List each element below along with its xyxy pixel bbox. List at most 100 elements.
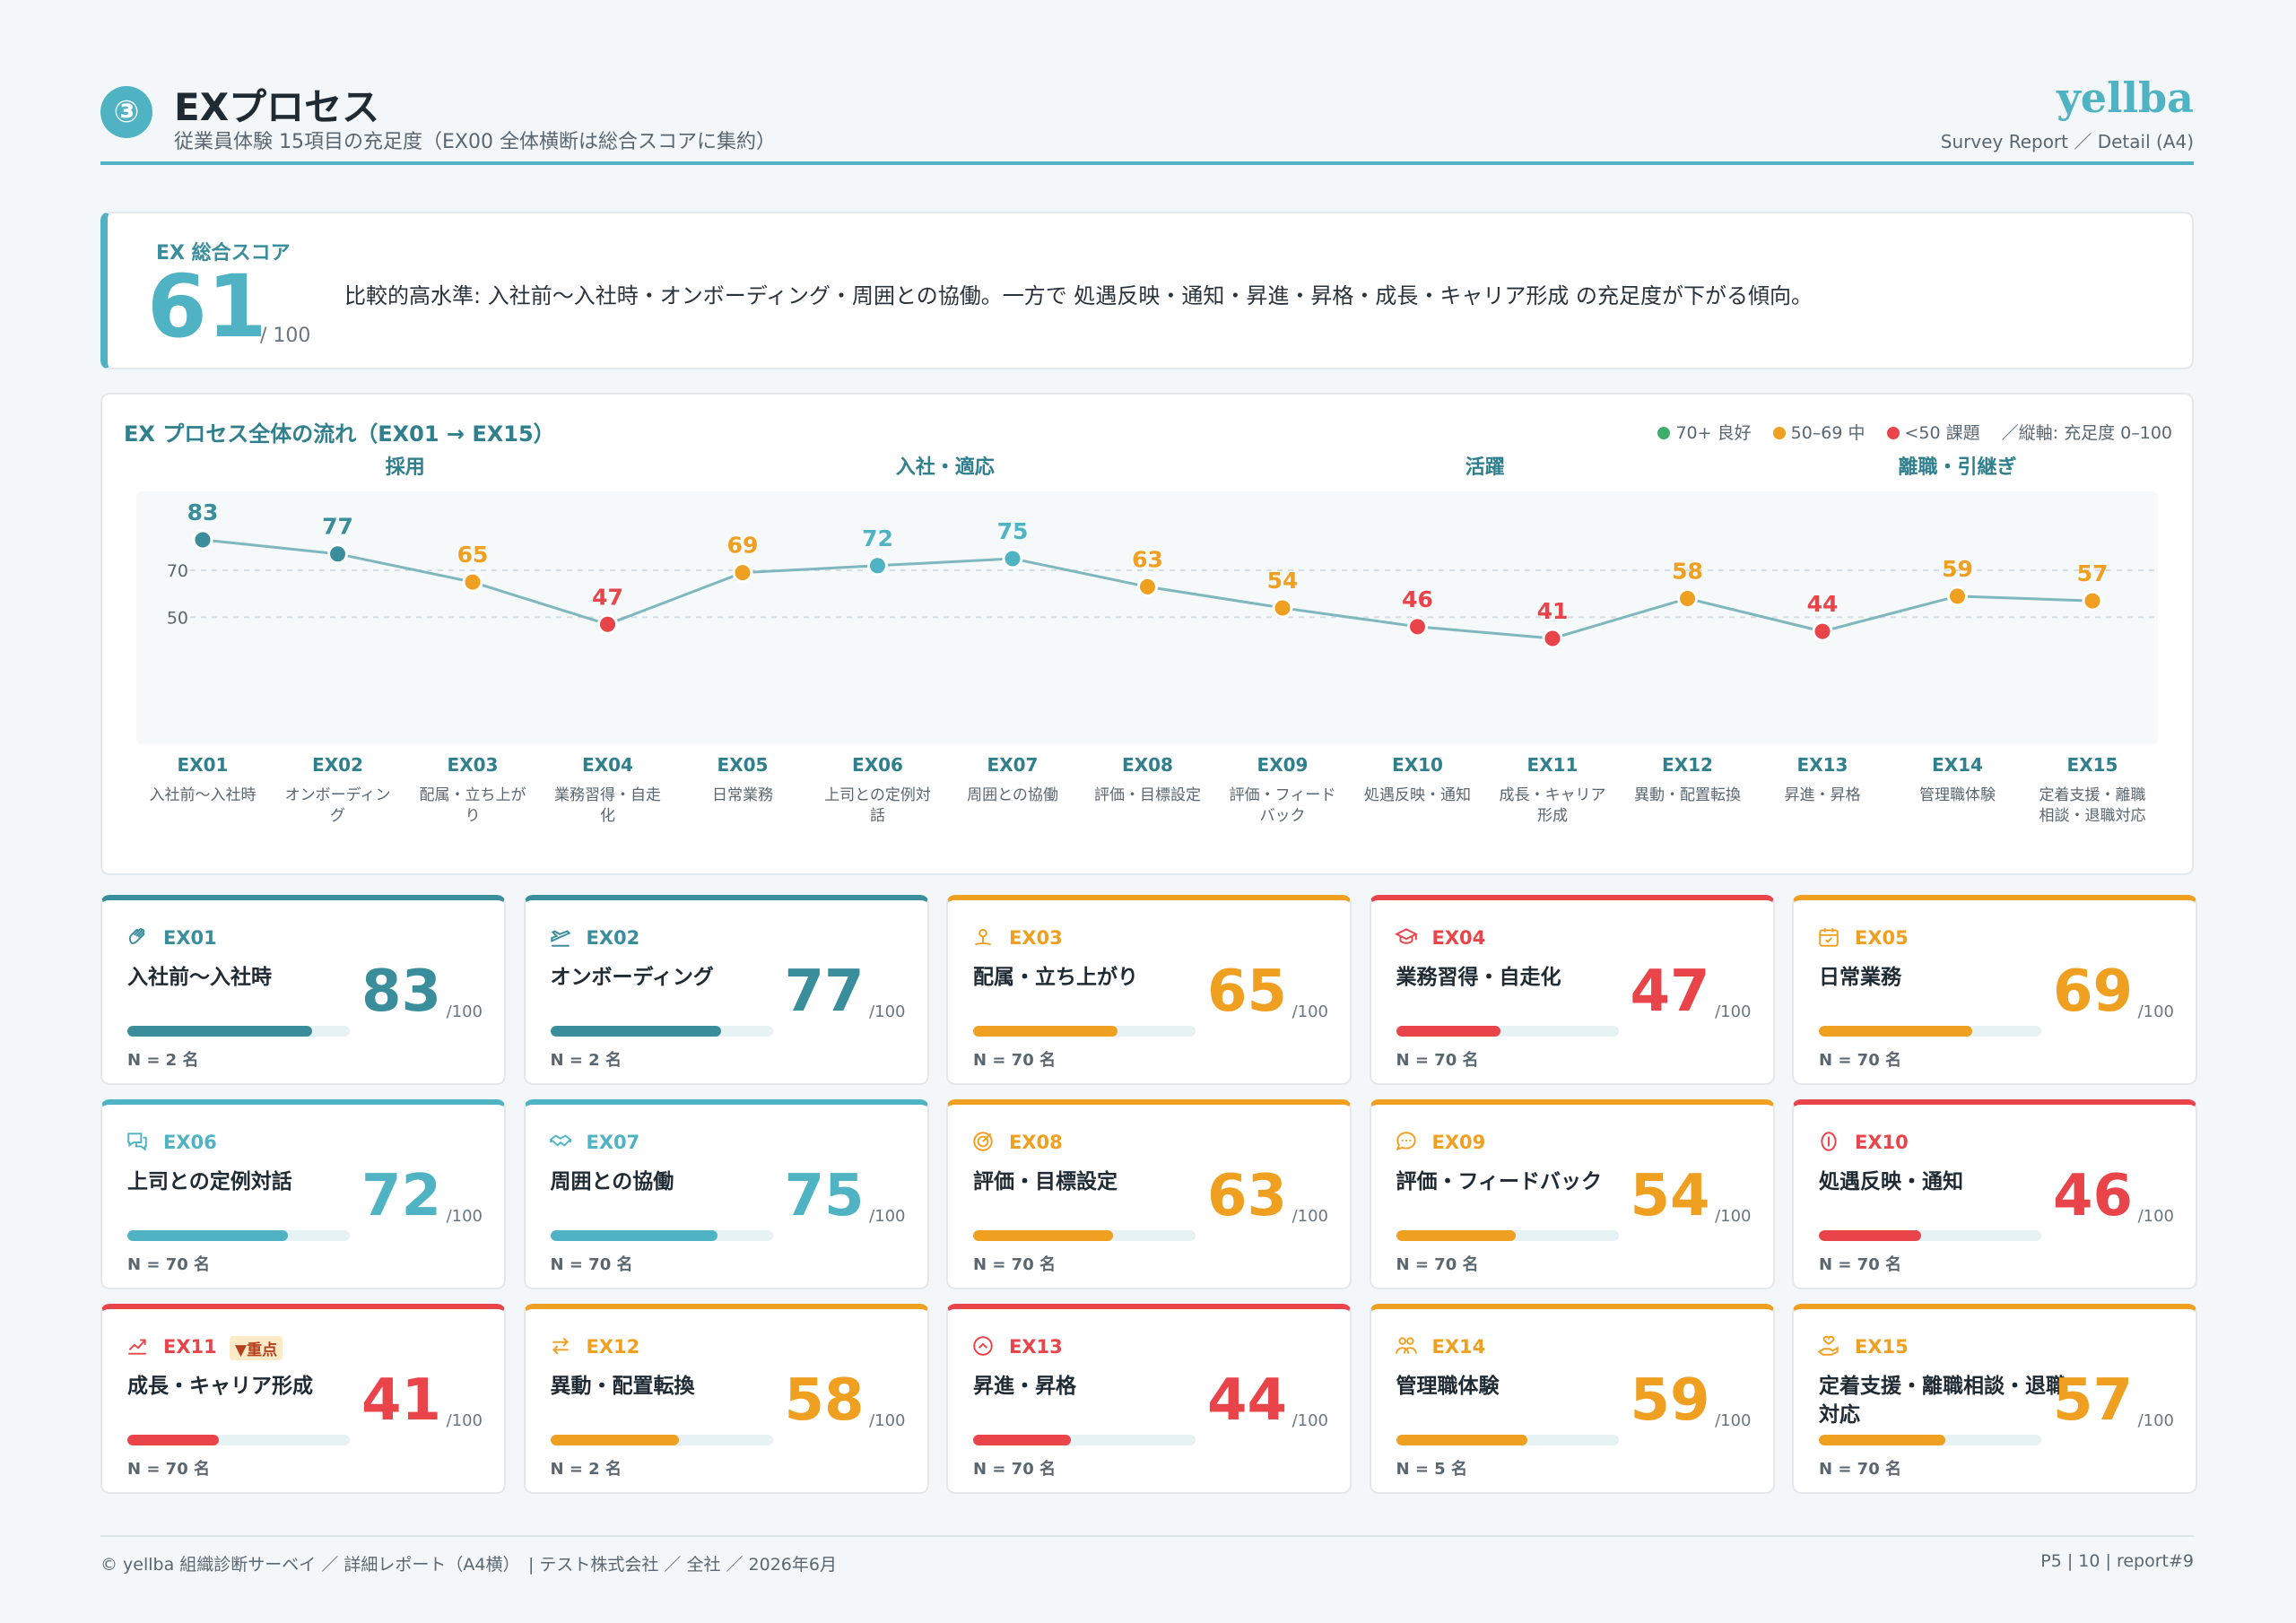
data-label: 57 <box>2077 560 2109 586</box>
card-title: 異動・配置転換 <box>550 1375 695 1398</box>
card-code: EX14 <box>1431 1336 1486 1358</box>
target-icon <box>973 1132 993 1151</box>
overall-score-card: EX 総合スコア 61 / 100 比較的高水準: 入社前〜入社時・オンボーディ… <box>100 212 2194 369</box>
line-chart-svg: 採用 入社・適応 活躍 離職・引継ぎ 70 50 83 77 65 47 69 72 75 63 54 46 4… <box>136 456 2158 825</box>
respondent-count: N = 70 名 <box>1396 1051 1479 1070</box>
score-bar-track <box>973 1435 1196 1445</box>
page-title: EXプロセス <box>174 85 380 129</box>
score-bar-track <box>1819 1026 2041 1037</box>
data-label: 75 <box>997 518 1029 544</box>
y-tick-label: 50 <box>167 608 188 628</box>
x-tick-label: EX10 <box>1392 754 1443 776</box>
card-code: EX05 <box>1855 927 1909 949</box>
ex-card-ex15: EX15 定着支援・離職相談・退職対応 57/100 N = 70 名 <box>1792 1304 2197 1494</box>
legend-good-dot <box>1657 427 1671 439</box>
data-label: 83 <box>187 499 219 525</box>
card-score-max: /100 <box>1715 1207 1752 1226</box>
score-bar-track <box>550 1230 773 1241</box>
score-bar-fill <box>550 1230 718 1241</box>
x-category-name: 成長・キャリア形成 <box>1500 786 1606 825</box>
card-title: オンボーディング <box>550 966 714 989</box>
data-point <box>192 529 213 551</box>
score-bar-track <box>973 1026 1196 1037</box>
overall-score-label: EX 総合スコア <box>156 242 291 265</box>
card-code: EX07 <box>586 1132 640 1153</box>
data-point <box>1272 597 1293 619</box>
card-score-max: /100 <box>869 1002 906 1021</box>
data-point <box>462 571 483 593</box>
respondent-count: N = 70 名 <box>1396 1255 1479 1274</box>
ex-card-ex11: EX11 ▼重点 成長・キャリア形成 41/100 N = 70 名 <box>100 1304 506 1494</box>
score-bar-fill <box>1819 1230 1922 1241</box>
card-title: 日常業務 <box>1819 966 1901 989</box>
card-score-max: /100 <box>1715 1002 1752 1021</box>
x-tick-label: EX08 <box>1122 754 1173 776</box>
card-score: 41 <box>361 1367 441 1434</box>
respondent-count: N = 70 名 <box>127 1460 210 1479</box>
phase-label: 活躍 <box>1465 456 1505 479</box>
card-code: EX02 <box>586 927 640 949</box>
card-title: 評価・目標設定 <box>973 1170 1118 1193</box>
card-score-max: /100 <box>869 1411 906 1430</box>
card-code: EX06 <box>163 1132 217 1153</box>
data-label: 77 <box>322 514 353 540</box>
phase-label: 離職・引継ぎ <box>1898 456 2016 479</box>
score-bar-track <box>1396 1026 1619 1037</box>
arrows-swap-icon <box>552 1337 569 1355</box>
respondent-count: N = 2 名 <box>127 1051 199 1070</box>
data-label: 41 <box>1537 598 1569 624</box>
card-score-max: /100 <box>2137 1002 2174 1021</box>
card-score-max: /100 <box>446 1002 483 1021</box>
card-score-max: /100 <box>1292 1002 1328 1021</box>
data-point <box>1677 587 1698 609</box>
data-label: 44 <box>1807 591 1839 617</box>
graduation-cap-icon <box>1394 928 1418 944</box>
score-bar-track <box>1396 1230 1619 1241</box>
card-title: 上司との定例対話 <box>127 1170 292 1193</box>
card-code: EX09 <box>1431 1132 1486 1153</box>
data-point <box>1137 576 1158 597</box>
process-flow-chart: EX プロセス全体の流れ（EX01 → EX15） 70+ 良好 50–69 中… <box>100 393 2194 875</box>
score-bar-track <box>973 1230 1196 1241</box>
ex-card-ex03: EX03 配属・立ち上がり 65/100 N = 70 名 <box>946 895 1352 1085</box>
data-label: 47 <box>592 584 623 610</box>
x-category-name: 定着支援・離職相談・退職対応 <box>2039 786 2146 825</box>
x-tick-label: EX05 <box>718 754 769 776</box>
legend-bad-dot <box>1886 427 1900 439</box>
x-tick-label: EX13 <box>1797 754 1848 776</box>
card-title: 昇進・昇格 <box>973 1375 1076 1398</box>
card-code: EX12 <box>586 1336 640 1358</box>
score-bar-track <box>550 1026 773 1037</box>
brand-logo: yellba <box>2057 74 2194 122</box>
card-score: 83 <box>361 959 441 1025</box>
respondent-count: N = 70 名 <box>973 1051 1056 1070</box>
x-category-name: 評価・フィードバック <box>1230 786 1336 825</box>
card-score: 63 <box>1206 1163 1287 1229</box>
page-subtitle: 従業員体験 15項目の充足度（EX00 全体横断は総合スコアに集約） <box>174 131 776 153</box>
card-score: 77 <box>784 959 865 1025</box>
respondent-count: N = 2 名 <box>550 1460 622 1479</box>
card-title: 評価・フィードバック <box>1396 1170 1603 1193</box>
data-label: 69 <box>727 533 759 559</box>
data-point <box>1812 621 1833 642</box>
card-code: EX04 <box>1431 927 1486 949</box>
x-category-name: 昇進・昇格 <box>1785 786 1861 804</box>
data-point <box>1542 628 1563 649</box>
ex-item-cards: EX01 入社前〜入社時 83/100 N = 2 名 EX02 オンボーディング 77/1… <box>100 895 2197 1496</box>
data-label: 72 <box>862 525 893 551</box>
plane-icon <box>550 930 570 947</box>
ex-card-ex06: EX06 上司との定例対話 72/100 N = 70 名 <box>100 1099 506 1289</box>
card-code: EX11 <box>163 1336 217 1358</box>
x-category-name: 管理職体験 <box>1919 786 1996 804</box>
respondent-count: N = 70 名 <box>973 1460 1056 1479</box>
score-bar-track <box>127 1435 350 1445</box>
card-title: 成長・キャリア形成 <box>127 1375 313 1398</box>
card-score: 46 <box>2052 1163 2133 1229</box>
speech-bubble-icon <box>1396 1132 1416 1151</box>
x-category-name: 日常業務 <box>712 786 773 804</box>
card-code: EX03 <box>1009 927 1063 949</box>
card-score-max: /100 <box>2137 1411 2174 1430</box>
card-title: 配属・立ち上がり <box>973 966 1138 989</box>
card-title: 管理職体験 <box>1396 1375 1500 1398</box>
x-category-name: 業務習得・自走化 <box>554 786 661 825</box>
